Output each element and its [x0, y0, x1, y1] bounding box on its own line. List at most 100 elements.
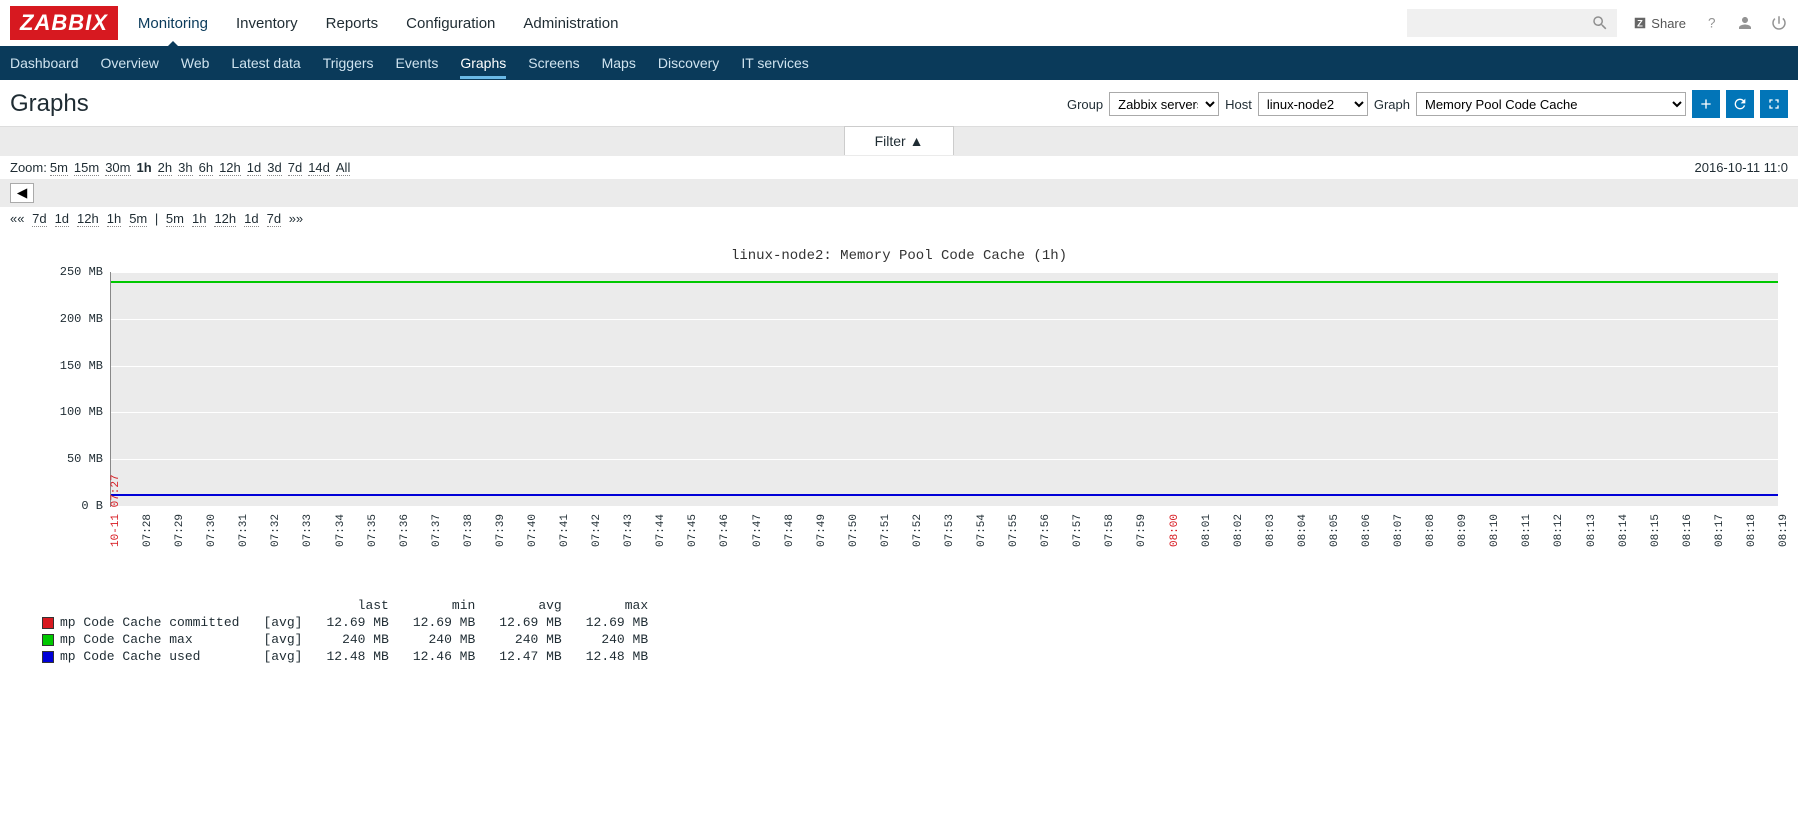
zoom-1d[interactable]: 1d [247, 160, 261, 176]
ylabel: 0 B [81, 499, 111, 513]
host-label: Host [1225, 97, 1252, 112]
subnav-graphs[interactable]: Graphs [460, 47, 506, 79]
subnav-it-services[interactable]: IT services [741, 47, 808, 79]
xlabel: 08:06 [1361, 514, 1373, 547]
refresh-button[interactable] [1726, 90, 1754, 118]
zoom-label: Zoom: [10, 160, 47, 175]
zoom-All[interactable]: All [336, 160, 350, 176]
subnav-web[interactable]: Web [181, 47, 210, 79]
add-button[interactable] [1692, 90, 1720, 118]
fullscreen-button[interactable] [1760, 90, 1788, 118]
time-nav-row: «« 7d1d12h1h5m | 5m1h12h1d7d »» [0, 207, 1798, 230]
subnav-overview[interactable]: Overview [101, 47, 159, 79]
zoom-7d[interactable]: 7d [288, 160, 302, 176]
top-nav: Monitoring Inventory Reports Configuration A… [138, 15, 619, 32]
subnav-triggers[interactable]: Triggers [323, 47, 374, 79]
topnav-inventory[interactable]: Inventory [236, 15, 298, 32]
navfwd-5m[interactable]: 5m [166, 211, 184, 227]
legend-agg: [avg] [251, 614, 314, 631]
xlabel: 08:18 [1746, 514, 1758, 547]
zoom-14d[interactable]: 14d [308, 160, 330, 176]
subnav-maps[interactable]: Maps [602, 47, 636, 79]
chart-xaxis: 10-11 07:2707:2807:2907:3007:3107:3207:3… [110, 507, 1778, 567]
navfwd-12h[interactable]: 12h [214, 211, 236, 227]
xlabel: 07:49 [816, 514, 828, 547]
xlabel: 07:42 [591, 514, 603, 547]
subnav-events[interactable]: Events [396, 47, 439, 79]
zoom-1h[interactable]: 1h [137, 160, 152, 175]
legend-val: 12.69 MB [574, 614, 660, 631]
xlabel: 07:35 [367, 514, 379, 547]
legend-val: 240 MB [314, 631, 400, 648]
share-button[interactable]: Z Share [1633, 16, 1686, 31]
zoom-3h[interactable]: 3h [178, 160, 192, 176]
xlabel: 07:30 [206, 514, 218, 547]
subnav-screens[interactable]: Screens [528, 47, 579, 79]
timeline-row: ◀ [0, 179, 1798, 207]
topnav-administration[interactable]: Administration [523, 15, 618, 32]
host-select[interactable]: linux-node2 [1258, 92, 1368, 116]
user-icon[interactable] [1736, 14, 1754, 32]
xlabel: 07:56 [1040, 514, 1052, 547]
xlabel: 10-11 07:27 [110, 474, 122, 547]
subnav-discovery[interactable]: Discovery [658, 47, 719, 79]
subnav-dashboard[interactable]: Dashboard [10, 47, 79, 79]
legend-val: 240 MB [487, 631, 573, 648]
xlabel: 08:15 [1650, 514, 1662, 547]
zoom-2h[interactable]: 2h [158, 160, 172, 176]
legend-label: mp Code Cache used [30, 648, 251, 665]
xlabel: 08:10 [1489, 514, 1501, 547]
zoom-5m[interactable]: 5m [50, 160, 68, 176]
page-header: Graphs Group Zabbix servers Host linux-n… [0, 80, 1798, 118]
group-select[interactable]: Zabbix servers [1109, 92, 1219, 116]
xlabel: 08:16 [1682, 514, 1694, 547]
filter-toggle[interactable]: Filter ▲ [844, 126, 955, 155]
xlabel: 07:36 [399, 514, 411, 547]
timeline-back-button[interactable]: ◀ [10, 183, 34, 203]
zoom-row: Zoom: 5m 15m 30m 1h 2h 3h 6h 12h 1d 3d 7d 14d All 20… [0, 156, 1798, 179]
xlabel: 08:19 [1778, 514, 1790, 547]
xlabel: 08:00 [1169, 514, 1181, 547]
logo[interactable]: ZABBIX [10, 6, 118, 40]
xlabel: 07:31 [238, 514, 250, 547]
navback-1d[interactable]: 1d [55, 211, 69, 227]
zoom-3d[interactable]: 3d [267, 160, 281, 176]
navfwd-1h[interactable]: 1h [192, 211, 206, 227]
graph-select[interactable]: Memory Pool Code Cache [1416, 92, 1686, 116]
power-icon[interactable] [1770, 14, 1788, 32]
legend-agg: [avg] [251, 648, 314, 665]
navback-5m[interactable]: 5m [129, 211, 147, 227]
zoom-6h[interactable]: 6h [199, 160, 213, 176]
legend-col: last [314, 597, 400, 614]
timestamp: 2016-10-11 11:0 [1695, 160, 1788, 175]
nav-last[interactable]: »» [289, 211, 303, 226]
xlabel: 08:01 [1201, 514, 1213, 547]
chart-area: linux-node2: Memory Pool Code Cache (1h)… [0, 230, 1798, 675]
legend-col: max [574, 597, 660, 614]
xlabel: 08:12 [1553, 514, 1565, 547]
search-input[interactable] [1407, 9, 1617, 37]
navback-12h[interactable]: 12h [77, 211, 99, 227]
zoom-12h[interactable]: 12h [219, 160, 241, 176]
subnav-latest-data[interactable]: Latest data [231, 47, 300, 79]
topnav-reports[interactable]: Reports [326, 15, 379, 32]
legend-col: avg [487, 597, 573, 614]
filter-controls: Group Zabbix servers Host linux-node2 Gr… [1067, 90, 1788, 118]
xlabel: 07:29 [174, 514, 186, 547]
legend-val: 12.69 MB [314, 614, 400, 631]
nav-first[interactable]: «« [10, 211, 24, 226]
xlabel: 08:13 [1586, 514, 1598, 547]
xlabel: 07:54 [976, 514, 988, 547]
zoom-15m[interactable]: 15m [74, 160, 99, 176]
navback-1h[interactable]: 1h [107, 211, 121, 227]
help-icon[interactable]: ? [1702, 14, 1720, 32]
navfwd-7d[interactable]: 7d [267, 211, 281, 227]
navback-7d[interactable]: 7d [32, 211, 46, 227]
xlabel: 08:04 [1297, 514, 1309, 547]
svg-text:Z: Z [1637, 19, 1643, 29]
zoom-30m[interactable]: 30m [105, 160, 130, 176]
topnav-configuration[interactable]: Configuration [406, 15, 495, 32]
topnav-monitoring[interactable]: Monitoring [138, 15, 208, 32]
navfwd-1d[interactable]: 1d [244, 211, 258, 227]
xlabel: 08:09 [1457, 514, 1469, 547]
